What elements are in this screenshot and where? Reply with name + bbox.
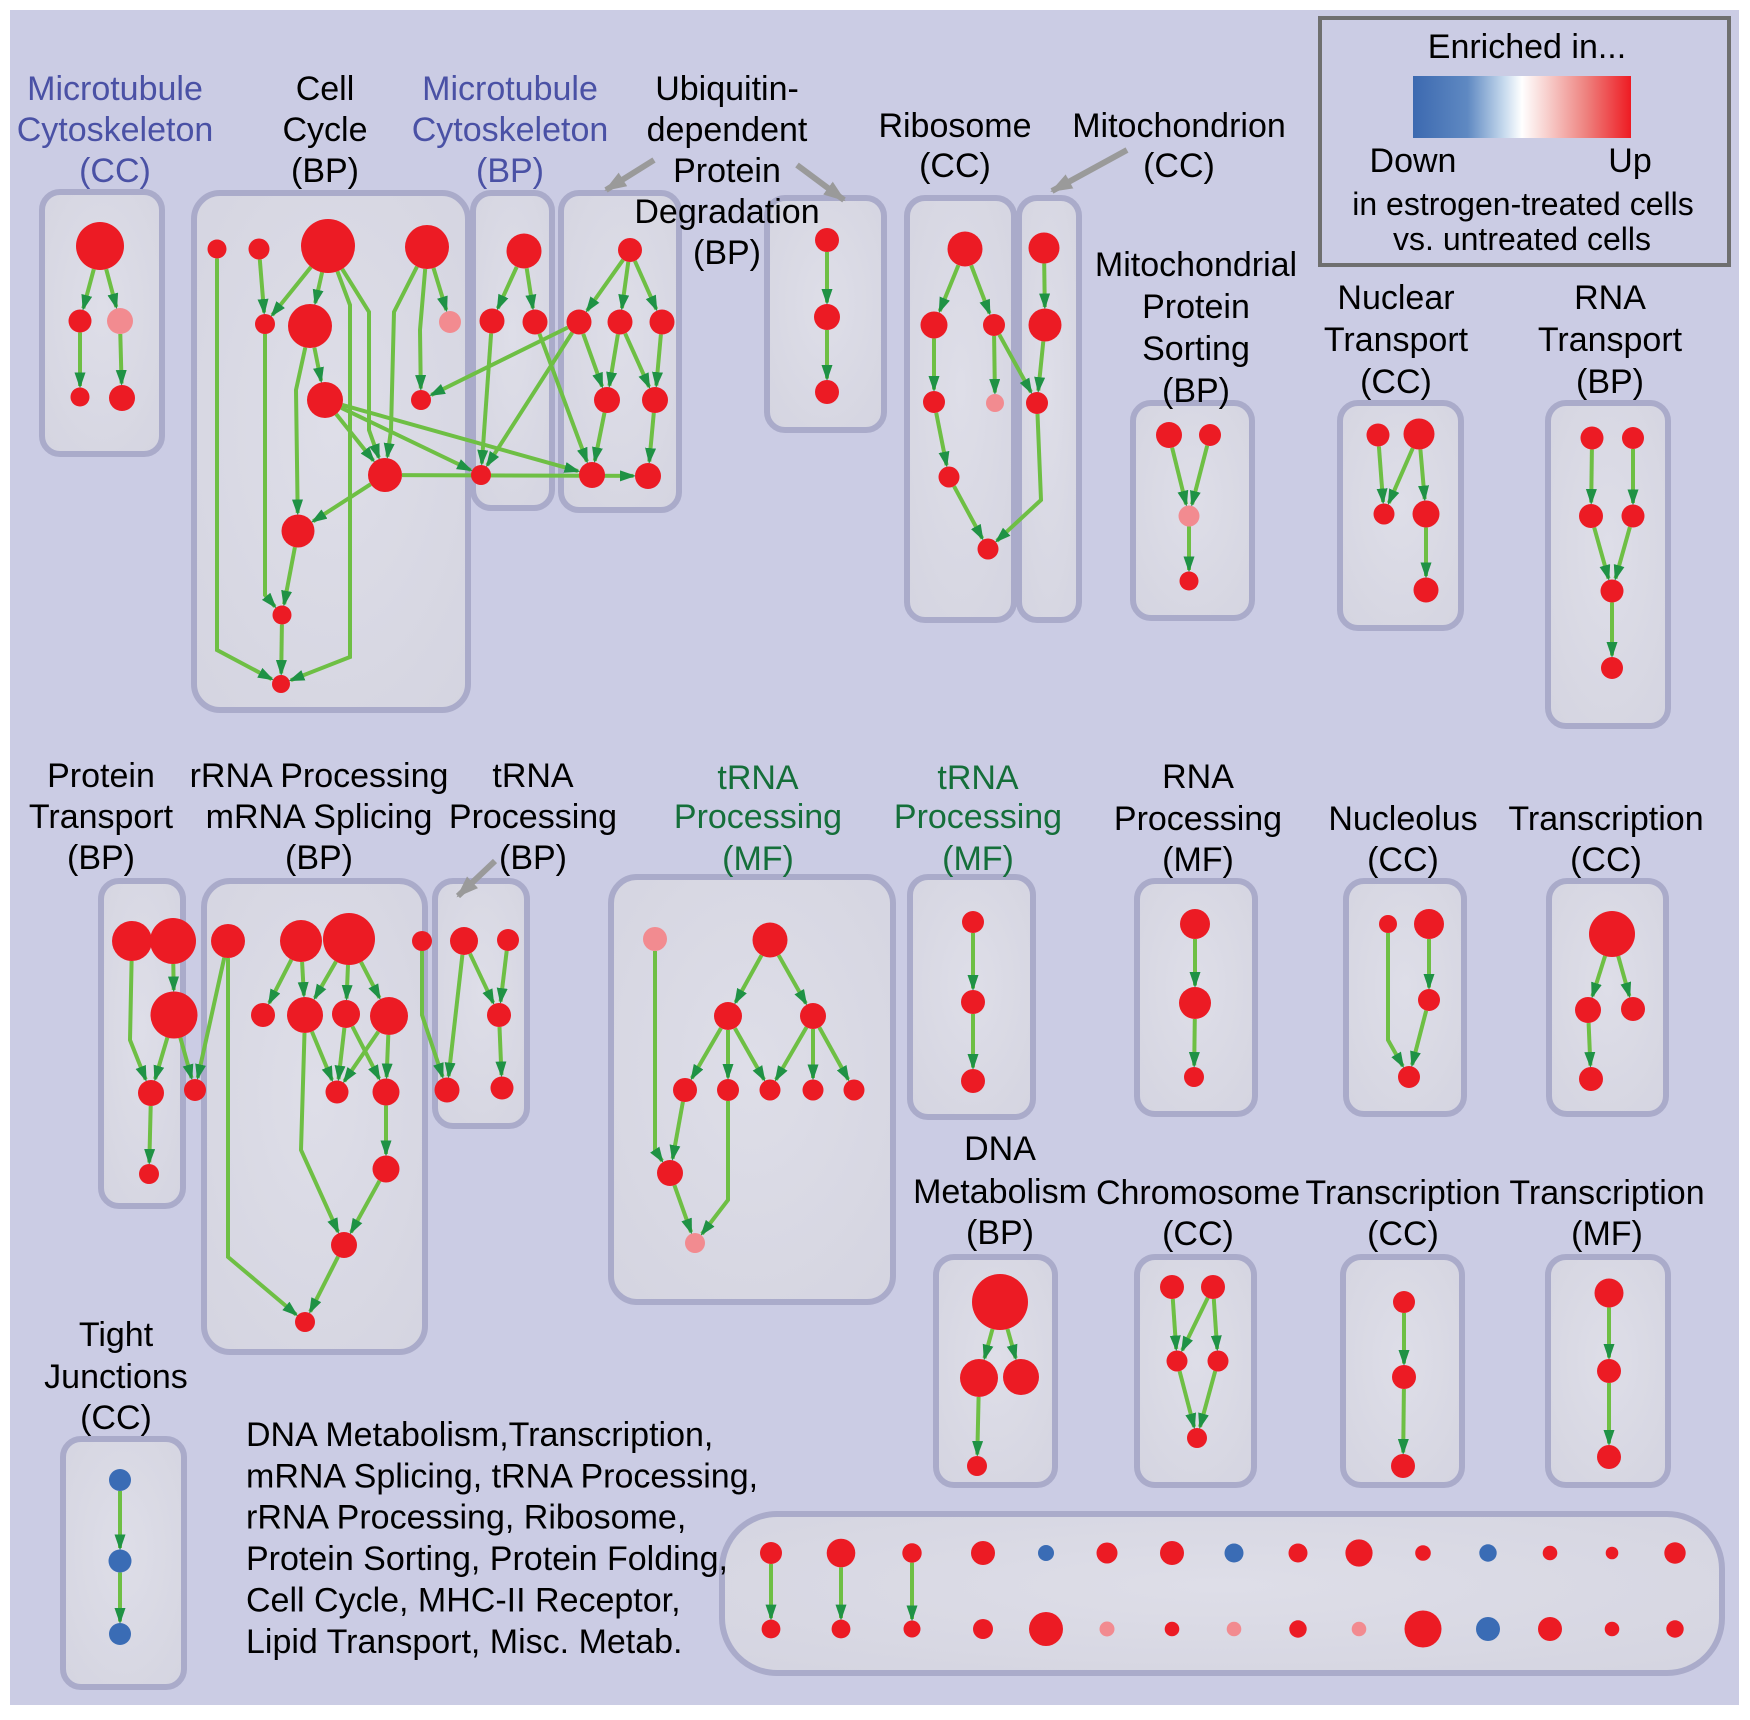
svg-text:Nucleolus: Nucleolus	[1328, 800, 1477, 838]
svg-text:(CC): (CC)	[80, 1399, 152, 1437]
svg-text:(CC): (CC)	[1360, 363, 1432, 401]
svg-text:Protein Sorting, Protein Foldi: Protein Sorting, Protein Folding,	[246, 1540, 728, 1578]
svg-text:Down: Down	[1370, 142, 1457, 180]
svg-text:Microtubule: Microtubule	[422, 70, 598, 108]
svg-text:Transport: Transport	[29, 798, 174, 836]
svg-text:Cell: Cell	[296, 70, 355, 108]
svg-text:RNA: RNA	[1574, 279, 1646, 317]
svg-text:tRNA: tRNA	[717, 759, 799, 797]
svg-text:Ribosome: Ribosome	[878, 107, 1031, 145]
svg-text:Mitochondrial: Mitochondrial	[1095, 246, 1297, 284]
svg-text:(BP): (BP)	[291, 152, 359, 190]
svg-text:Microtubule: Microtubule	[27, 70, 203, 108]
svg-text:Processing: Processing	[1114, 800, 1282, 838]
svg-text:DNA Metabolism,Transcription,: DNA Metabolism,Transcription,	[246, 1416, 713, 1454]
svg-text:Processing: Processing	[894, 798, 1062, 836]
svg-text:Protein: Protein	[1142, 288, 1250, 326]
svg-text:(CC): (CC)	[919, 147, 991, 185]
svg-text:(CC): (CC)	[1143, 147, 1215, 185]
svg-text:Transcription: Transcription	[1509, 1174, 1704, 1212]
svg-text:(BP): (BP)	[1576, 363, 1644, 401]
svg-text:Cytoskeleton: Cytoskeleton	[17, 111, 214, 149]
svg-text:(BP): (BP)	[67, 839, 135, 877]
svg-text:(CC): (CC)	[1367, 841, 1439, 879]
svg-text:Nuclear: Nuclear	[1337, 279, 1454, 317]
svg-text:(BP): (BP)	[499, 839, 567, 877]
svg-text:Transcription: Transcription	[1305, 1174, 1500, 1212]
svg-text:Cycle: Cycle	[282, 111, 367, 149]
svg-text:Transport: Transport	[1324, 321, 1469, 359]
svg-text:(CC): (CC)	[1162, 1215, 1234, 1253]
svg-text:Processing: Processing	[674, 798, 842, 836]
svg-text:rRNA Processing, Ribosome,: rRNA Processing, Ribosome,	[246, 1499, 686, 1537]
svg-text:RNA: RNA	[1162, 758, 1234, 796]
svg-text:rRNA Processing: rRNA Processing	[190, 757, 449, 795]
svg-text:(CC): (CC)	[1367, 1215, 1439, 1253]
svg-text:(MF): (MF)	[722, 840, 794, 878]
svg-text:DNA: DNA	[964, 1130, 1036, 1168]
svg-text:Metabolism: Metabolism	[913, 1173, 1087, 1211]
svg-text:Lipid Transport, Misc. Metab.: Lipid Transport, Misc. Metab.	[246, 1623, 683, 1661]
svg-text:tRNA: tRNA	[492, 757, 574, 795]
svg-text:Processing: Processing	[449, 798, 617, 836]
svg-text:(CC): (CC)	[1570, 841, 1642, 879]
svg-text:(CC): (CC)	[79, 152, 151, 190]
svg-text:tRNA: tRNA	[937, 759, 1019, 797]
svg-text:Tight: Tight	[79, 1316, 154, 1354]
svg-text:Up: Up	[1608, 142, 1651, 180]
svg-text:Chromosome: Chromosome	[1096, 1174, 1300, 1212]
svg-text:(BP): (BP)	[966, 1214, 1034, 1252]
svg-text:Protein: Protein	[47, 757, 155, 795]
svg-text:Degradation: Degradation	[634, 193, 819, 231]
svg-text:Protein: Protein	[673, 152, 781, 190]
svg-text:(BP): (BP)	[476, 152, 544, 190]
svg-text:Mitochondrion: Mitochondrion	[1072, 107, 1286, 145]
svg-text:Cytoskeleton: Cytoskeleton	[412, 111, 609, 149]
svg-text:Cell Cycle, MHC-II Receptor,: Cell Cycle, MHC-II Receptor,	[246, 1582, 681, 1620]
svg-text:(MF): (MF)	[1571, 1215, 1643, 1253]
svg-text:in estrogen-treated cells: in estrogen-treated cells	[1352, 186, 1694, 222]
svg-text:mRNA Splicing: mRNA Splicing	[206, 798, 433, 836]
svg-text:Sorting: Sorting	[1142, 330, 1250, 368]
svg-text:(BP): (BP)	[285, 839, 353, 877]
svg-text:(MF): (MF)	[942, 840, 1014, 878]
svg-text:dependent: dependent	[647, 111, 808, 149]
svg-text:(MF): (MF)	[1162, 841, 1234, 879]
svg-text:(BP): (BP)	[1162, 372, 1230, 410]
svg-text:mRNA Splicing, tRNA Processing: mRNA Splicing, tRNA Processing,	[246, 1457, 758, 1495]
svg-text:vs. untreated cells: vs. untreated cells	[1393, 221, 1651, 257]
svg-text:(BP): (BP)	[693, 234, 761, 272]
svg-text:Enriched in...: Enriched in...	[1428, 28, 1626, 66]
svg-text:Transport: Transport	[1538, 321, 1683, 359]
svg-text:Transcription: Transcription	[1508, 800, 1703, 838]
svg-text:Ubiquitin-: Ubiquitin-	[655, 70, 799, 108]
svg-text:Junctions: Junctions	[44, 1358, 188, 1396]
